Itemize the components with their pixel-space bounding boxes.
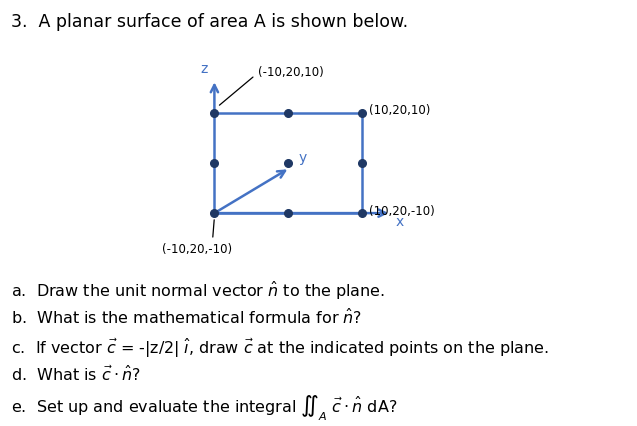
Text: a.  Draw the unit normal vector $\hat{n}$ to the plane.: a. Draw the unit normal vector $\hat{n}$… <box>11 280 385 302</box>
Text: (-10,20,10): (-10,20,10) <box>219 66 324 105</box>
Text: y: y <box>299 151 307 165</box>
Text: (10,20,10): (10,20,10) <box>369 104 431 118</box>
Text: (10,20,-10): (10,20,-10) <box>369 204 435 218</box>
Text: e.  Set up and evaluate the integral $\iint_{A}$ $\vec{c} \cdot \hat{n}$ dA?: e. Set up and evaluate the integral $\ii… <box>11 393 397 423</box>
Text: 3.  A planar surface of area A is shown below.: 3. A planar surface of area A is shown b… <box>11 13 408 31</box>
Text: b.  What is the mathematical formula for $\hat{n}$?: b. What is the mathematical formula for … <box>11 308 362 327</box>
Text: (-10,20,-10): (-10,20,-10) <box>162 220 233 256</box>
Text: c.  If vector $\vec{c}$ = -|z/2| $\hat{\imath}$, draw $\vec{c}$ at the indicated: c. If vector $\vec{c}$ = -|z/2| $\hat{\i… <box>11 337 549 360</box>
Text: x: x <box>396 215 404 229</box>
Text: z: z <box>200 62 208 76</box>
Text: d.  What is $\vec{c} \cdot \hat{n}$?: d. What is $\vec{c} \cdot \hat{n}$? <box>11 365 141 384</box>
